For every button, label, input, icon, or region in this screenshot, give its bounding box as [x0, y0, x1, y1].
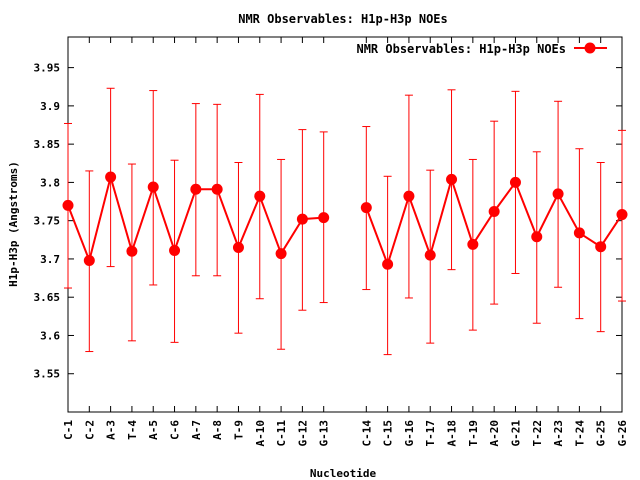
x-tick-label: A-8 — [211, 420, 224, 440]
x-tick-label: G-26 — [616, 420, 629, 447]
data-point — [467, 238, 479, 250]
x-tick-label: C-2 — [83, 420, 96, 440]
x-tick-label: T-24 — [573, 420, 586, 447]
y-tick-label: 3.9 — [40, 100, 60, 113]
x-tick-label: A-10 — [254, 420, 267, 447]
chart-title: NMR Observables: H1p-H3p NOEs — [238, 12, 448, 26]
legend-label: NMR Observables: H1p-H3p NOEs — [356, 42, 566, 56]
data-point — [62, 199, 74, 211]
data-point — [275, 248, 287, 260]
data-point — [147, 181, 159, 193]
y-tick-label: 3.7 — [40, 253, 60, 266]
y-tick-label: 3.65 — [34, 291, 61, 304]
x-tick-label: C-11 — [275, 420, 288, 447]
x-tick-label: A-23 — [552, 420, 565, 447]
data-point — [318, 212, 330, 224]
data-point — [83, 254, 95, 266]
data-point — [552, 188, 564, 200]
data-point — [488, 205, 500, 217]
data-points — [62, 171, 628, 270]
x-tick-label: A-3 — [105, 420, 118, 440]
x-tick-label: T-9 — [232, 420, 245, 440]
data-point — [211, 183, 223, 195]
x-tick-label: T-17 — [424, 420, 437, 447]
x-axis: C-1 C-2 A-3 T-4 A-5 C-6 A-7 A-8 T-9 A-10 C-11 G-12 G… — [62, 37, 629, 447]
x-tick-label: G-16 — [403, 420, 416, 447]
data-point — [382, 258, 394, 270]
y-tick-label: 3.95 — [34, 62, 61, 75]
y-tick-label: 3.75 — [34, 215, 61, 228]
data-point — [424, 249, 436, 261]
legend-marker-swatch — [584, 42, 596, 54]
y-tick-label: 3.85 — [34, 138, 61, 151]
data-point — [531, 231, 543, 243]
x-tick-label: T-4 — [126, 420, 139, 440]
x-tick-label: A-5 — [147, 420, 160, 440]
x-tick-label: G-25 — [595, 420, 608, 447]
x-tick-label: C-14 — [360, 420, 373, 447]
x-tick-label: A-20 — [488, 420, 501, 447]
data-point — [446, 173, 458, 185]
x-tick-label: A-18 — [446, 420, 459, 447]
data-point — [169, 245, 181, 257]
data-point — [190, 183, 202, 195]
data-point — [232, 241, 244, 253]
data-point — [616, 209, 628, 221]
data-point — [403, 190, 415, 202]
x-axis-label: Nucleotide — [310, 467, 377, 480]
data-point — [595, 241, 607, 253]
x-tick-label: C-1 — [62, 420, 75, 440]
data-point — [105, 171, 117, 183]
x-tick-label: G-13 — [318, 420, 331, 447]
y-axis-label: H1p-H3p (Angstroms) — [7, 161, 20, 287]
y-tick-label: 3.6 — [40, 329, 60, 342]
x-tick-label: C-6 — [169, 420, 182, 440]
x-tick-label: G-12 — [296, 420, 309, 447]
data-point — [573, 227, 585, 239]
y-tick-label: 3.8 — [40, 176, 60, 189]
data-point — [360, 202, 372, 214]
data-point — [126, 245, 138, 257]
x-tick-label: T-22 — [531, 420, 544, 447]
data-point — [509, 176, 521, 188]
y-axis: 3.55 3.6 3.65 3.7 3.75 3.8 3.85 3.9 3.95 — [34, 62, 622, 381]
data-point — [296, 213, 308, 225]
data-point — [254, 190, 266, 202]
x-tick-label: T-19 — [467, 420, 480, 447]
x-tick-label: G-21 — [509, 420, 522, 447]
y-tick-label: 3.55 — [34, 368, 61, 381]
x-tick-label: A-7 — [190, 420, 203, 440]
x-tick-label: C-15 — [382, 420, 395, 447]
legend: NMR Observables: H1p-H3p NOEs — [356, 42, 607, 56]
